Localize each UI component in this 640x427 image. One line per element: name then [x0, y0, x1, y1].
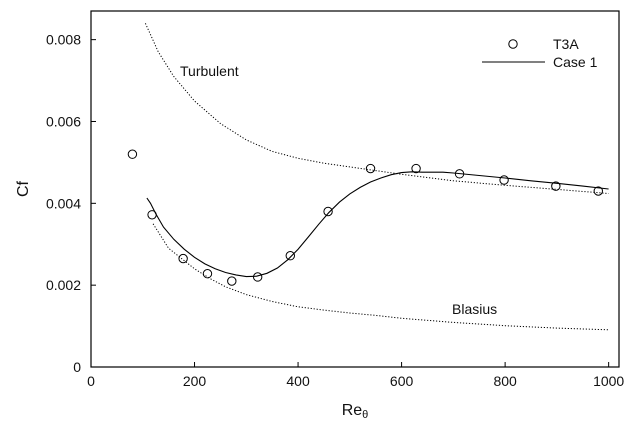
- x-tick-label: 1000: [593, 373, 624, 389]
- y-tick-label: 0.002: [46, 277, 81, 293]
- series-line-case-1: [146, 171, 609, 278]
- data-point-t3a: [178, 253, 188, 264]
- legend-label-t3a: T3A: [553, 36, 579, 52]
- x-tick-label: 0: [87, 373, 95, 389]
- annotation-blasius: Blasius: [452, 301, 497, 317]
- x-axis-title: Reθ: [342, 402, 369, 421]
- data-point-t3a: [202, 269, 213, 279]
- data-point-t3a: [285, 250, 295, 261]
- data-point-t3a: [411, 163, 421, 174]
- plot-frame: [90, 10, 620, 368]
- y-tick-label: 0: [73, 359, 81, 375]
- data-point-t3a: [252, 272, 263, 282]
- x-tick-label: 600: [390, 373, 414, 389]
- series-line-turbulent: [144, 23, 609, 194]
- x-axis-title-sub: θ: [362, 409, 368, 421]
- x-tick-label: 200: [183, 373, 207, 389]
- series-layer: [127, 23, 609, 331]
- legend-label-case1: Case 1: [553, 54, 598, 70]
- legend-marker-t3a: [508, 39, 518, 49]
- data-point-t3a: [365, 163, 376, 174]
- data-point-t3a: [127, 149, 138, 159]
- x-tick-label: 800: [493, 373, 517, 389]
- data-point-t3a: [551, 181, 561, 191]
- y-tick-label: 0.008: [46, 32, 81, 48]
- y-axis-title: Cf: [15, 180, 32, 197]
- annotation-turbulent: Turbulent: [180, 63, 239, 79]
- legend: T3A Case 1: [482, 36, 598, 70]
- series-line-blasius: [152, 223, 609, 331]
- data-point-t3a: [323, 206, 333, 217]
- data-point-t3a: [499, 175, 509, 185]
- x-tick-label: 400: [286, 373, 310, 389]
- x-axis-title-main: Re: [342, 402, 363, 419]
- y-tick-label: 0.004: [46, 195, 81, 211]
- data-point-t3a: [227, 276, 237, 286]
- axis-ticks: 0 200 400 600 800 1000 0 0.002 0.004 0.006 0.008: [46, 32, 624, 389]
- y-tick-label: 0.006: [46, 113, 81, 129]
